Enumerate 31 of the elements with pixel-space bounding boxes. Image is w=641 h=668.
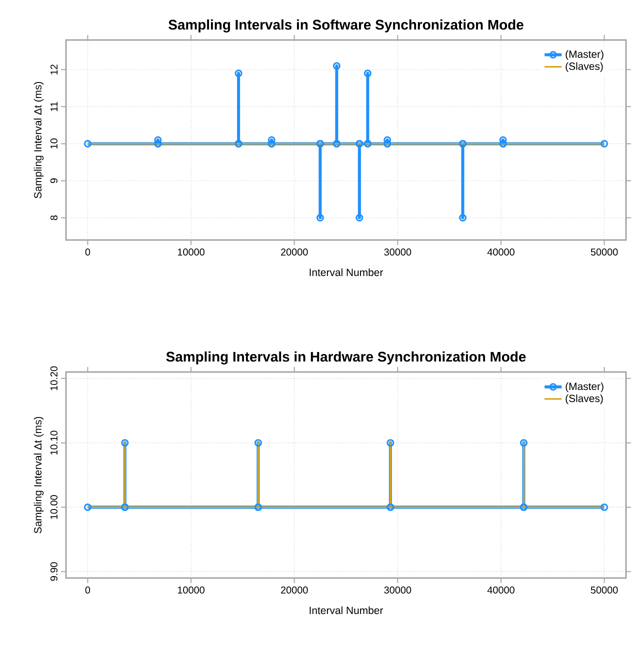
x-tick-label: 0 [85, 586, 90, 594]
x-tick-label: 20000 [280, 248, 308, 256]
x-tick-label: 10000 [178, 586, 204, 594]
x-tick-label: 30000 [384, 586, 412, 594]
y-tick-label: 10 [50, 138, 58, 148]
y-tick-label: 9.90 [50, 562, 58, 581]
x-tick-label: 40000 [487, 586, 514, 594]
chart-title: Sampling Intervals in Hardware Synchronization Mode [166, 351, 526, 364]
y-tick-label: 10.20 [50, 366, 58, 390]
x-tick-label: 50000 [590, 586, 618, 594]
legend-label: (Slaves) [566, 394, 603, 404]
y-axis-title: Sampling Interval Δt (ms) [34, 416, 44, 534]
x-tick-label: 40000 [487, 248, 514, 256]
x-axis-title: Interval Number [310, 268, 384, 276]
legend-label: (Master) [566, 382, 604, 392]
y-tick-label: 8 [50, 215, 58, 220]
y-tick-label: 10.00 [50, 495, 58, 519]
x-tick-label: 20000 [280, 586, 308, 594]
legend-label: (Master) [566, 50, 604, 60]
y-tick-label: 11 [50, 102, 58, 112]
x-tick-label: 30000 [384, 248, 412, 256]
y-tick-label: 9 [50, 178, 58, 184]
y-tick-label: 10.10 [50, 430, 58, 455]
y-axis-title: Sampling Interval Δt (ms) [34, 82, 44, 198]
legend-label: (Slaves) [566, 62, 603, 72]
x-axis-title: Interval Number [310, 606, 384, 614]
x-tick-label: 50000 [590, 248, 618, 256]
y-tick-label: 12 [50, 64, 58, 74]
x-tick-label: 0 [85, 248, 90, 256]
chart-title: Sampling Intervals in Software Synchronization Mode [168, 19, 524, 32]
x-tick-label: 10000 [178, 248, 204, 256]
